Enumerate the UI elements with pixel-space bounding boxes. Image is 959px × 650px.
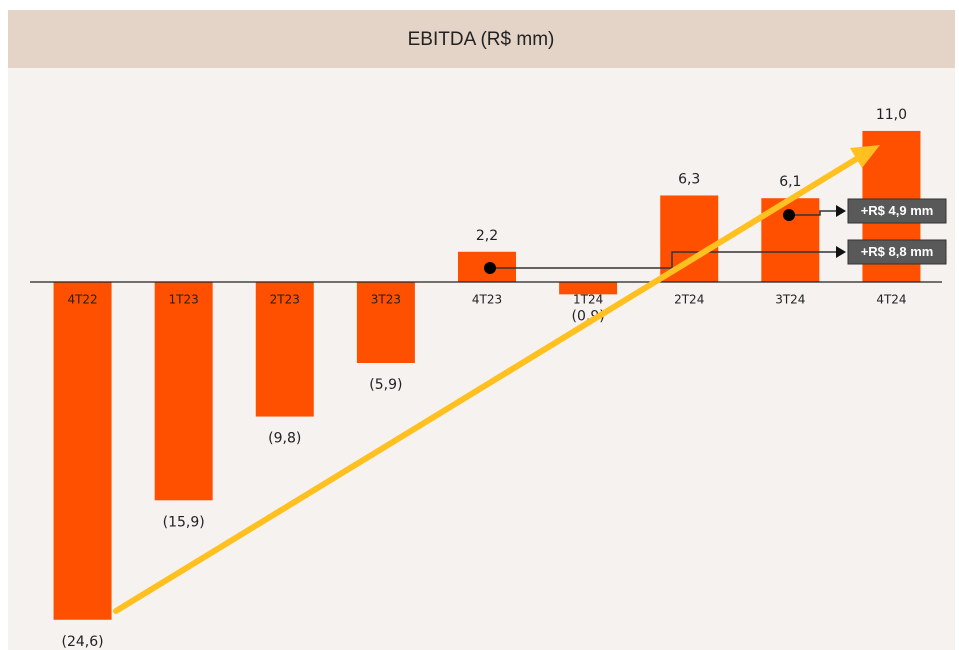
- bar: [53, 281, 112, 620]
- annotation-box: [847, 198, 947, 224]
- annotation-box: [847, 239, 947, 265]
- value-label: 11,0: [876, 107, 907, 123]
- bridge-dot: [484, 262, 496, 274]
- x-tick-label: 1T23: [169, 292, 199, 306]
- bar: [660, 195, 719, 282]
- trend-arrow-head: [850, 145, 880, 168]
- value-label: 6,3: [678, 171, 700, 187]
- bridge-line: [490, 251, 836, 269]
- value-label: (5,9): [369, 377, 402, 393]
- x-tick-label: 4T23: [472, 292, 502, 306]
- x-tick-label: 3T24: [775, 292, 805, 306]
- value-label: (15,9): [163, 514, 205, 530]
- x-tick-label: 2T23: [270, 292, 300, 306]
- annotation: +R$ 8,8 mm: [861, 244, 934, 259]
- x-tick-label: 4T22: [67, 292, 97, 306]
- arrow-head: [836, 246, 846, 258]
- x-tick-label: 2T24: [674, 292, 704, 306]
- bridge-line: [789, 210, 836, 216]
- arrow-head: [836, 205, 846, 217]
- bar: [356, 281, 415, 363]
- bridge-dot: [783, 209, 795, 221]
- value-label: (24,6): [62, 634, 104, 650]
- trend-arrow: [113, 145, 880, 614]
- value-label: (9,8): [268, 431, 301, 447]
- chart-title: EBITDA (R$ mm): [408, 29, 555, 50]
- x-tick-label: 1T24: [573, 292, 603, 306]
- bridge-annotations: +R$ 4,9 mm +R$ 8,8 mm: [484, 198, 947, 274]
- bar: [255, 281, 314, 417]
- bar: [559, 281, 618, 295]
- title-band: [8, 10, 955, 68]
- bar: [154, 281, 213, 501]
- x-tick-label: 4T24: [876, 292, 906, 306]
- trend-line: [113, 155, 861, 614]
- value-label: 6,1: [779, 174, 801, 190]
- annotation: +R$ 4,9 mm: [861, 203, 934, 218]
- x-tick-label: 3T23: [371, 292, 401, 306]
- chart-background: [8, 10, 955, 650]
- value-label: 2,2: [476, 228, 498, 244]
